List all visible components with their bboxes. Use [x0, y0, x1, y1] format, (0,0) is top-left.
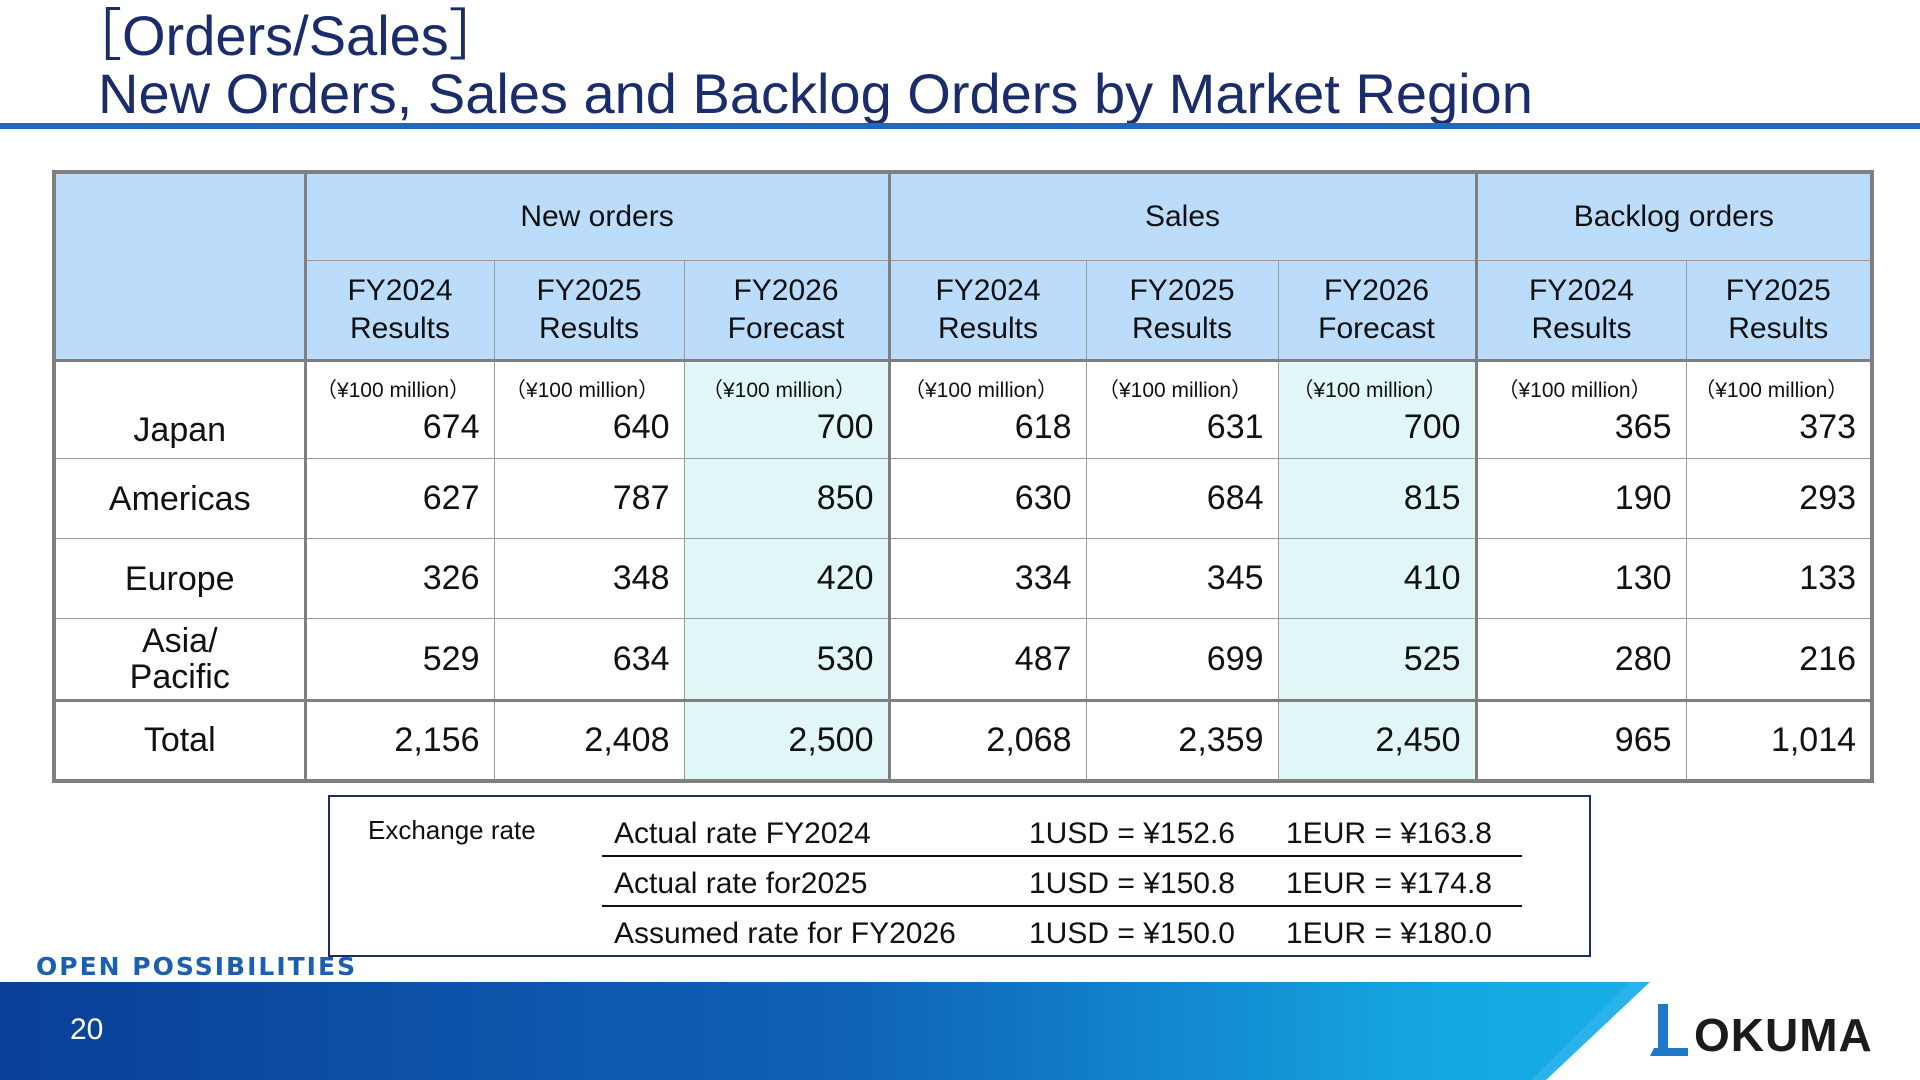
eur-rate: 1EUR = ¥174.8: [1286, 867, 1492, 900]
subheader: FY2025 Results: [493, 260, 685, 361]
table-cell: 293: [1685, 458, 1875, 539]
rate-name: Actual rate FY2024: [614, 817, 871, 850]
subheader: FY2026 Forecast: [1277, 260, 1477, 361]
title-divider: [0, 123, 1920, 129]
unit-label: （¥100 million）: [315, 378, 471, 402]
table-cell: 627: [303, 458, 495, 539]
footer-white-cutout: [1532, 982, 1920, 1080]
group-header-sales: Sales: [887, 170, 1477, 261]
table-cell: 2,068: [887, 699, 1087, 783]
table-cell: 2,359: [1085, 699, 1279, 783]
table-cell: 815: [1277, 458, 1477, 539]
table-row: Americas 627 787 850 630 684 815 190 293: [52, 458, 1875, 539]
usd-rate: 1USD = ¥150.8: [1029, 867, 1235, 900]
table-cell: 630: [887, 458, 1087, 539]
corner-header: [52, 170, 306, 361]
region-label: Americas: [52, 458, 306, 539]
table-cell: 420: [683, 538, 890, 619]
table-cell: 684: [1085, 458, 1279, 539]
table-cell: 348: [493, 538, 685, 619]
table-cell: 2,500: [683, 699, 890, 783]
table-cell: （¥100 million） 700: [1277, 359, 1477, 459]
exchange-rate-row: Actual rate FY2024 1USD = ¥152.6 1EUR = …: [602, 811, 1522, 857]
rate-name: Assumed rate for FY2026: [614, 917, 956, 950]
table-cell: （¥100 million） 640: [493, 359, 685, 459]
rate-name: Actual rate for2025: [614, 867, 868, 900]
exchange-rate-label: Exchange rate: [368, 815, 536, 845]
table-cell: 487: [887, 618, 1087, 701]
slide-title-section: ［Orders/Sales］: [66, 4, 505, 67]
table-cell: 529: [303, 618, 495, 701]
unit-label: （¥100 million）: [1097, 378, 1253, 402]
exchange-rate-row: Assumed rate for FY2026 1USD = ¥150.0 1E…: [602, 911, 1522, 955]
table-cell: （¥100 million） 618: [887, 359, 1087, 459]
unit-label: （¥100 million）: [1694, 378, 1849, 402]
table-cell: 699: [1085, 618, 1279, 701]
table-cell: 965: [1474, 699, 1687, 783]
table-cell: 334: [887, 538, 1087, 619]
usd-rate: 1USD = ¥152.6: [1029, 817, 1235, 850]
table-cell: （¥100 million） 373: [1685, 359, 1875, 459]
logo-text: OKUMA: [1694, 1009, 1873, 1061]
unit-label: （¥100 million）: [903, 378, 1059, 402]
slide-title: New Orders, Sales and Backlog Orders by …: [98, 62, 1533, 125]
orders-sales-table: New orders Sales Backlog orders FY2024 Re…: [52, 170, 1875, 783]
table-cell: 525: [1277, 618, 1477, 701]
table-row-total: Total 2,156 2,408 2,500 2,068 2,359 2,45…: [52, 699, 1875, 783]
table-cell: 326: [303, 538, 495, 619]
region-label: Japan: [52, 359, 306, 459]
table-cell: 130: [1474, 538, 1687, 619]
table-row: Japan （¥100 million） 674 （¥100 million） 64…: [52, 359, 1875, 459]
subheader: FY2024 Results: [1474, 260, 1687, 361]
region-label: Total: [52, 699, 306, 783]
table-cell: 216: [1685, 618, 1875, 701]
usd-rate: 1USD = ¥150.0: [1029, 917, 1235, 950]
exchange-rate-row: Actual rate for2025 1USD = ¥150.8 1EUR =…: [602, 861, 1522, 907]
table-cell: 2,156: [303, 699, 495, 783]
subheader: FY2026 Forecast: [683, 260, 890, 361]
unit-label: （¥100 million）: [701, 378, 857, 402]
table-cell: 2,408: [493, 699, 685, 783]
region-label: Asia/Pacific: [52, 618, 306, 701]
footer-band: [0, 982, 1920, 1080]
table-cell: 410: [1277, 538, 1477, 619]
unit-label: （¥100 million）: [504, 378, 660, 402]
unit-label: （¥100 million）: [1497, 378, 1652, 402]
subheader: FY2024 Results: [887, 260, 1087, 361]
table-cell: （¥100 million） 674: [303, 359, 495, 459]
table-cell: 280: [1474, 618, 1687, 701]
group-header-new-orders: New orders: [303, 170, 890, 261]
logo-mark-icon: [1650, 1004, 1688, 1056]
unit-label: （¥100 million）: [1292, 378, 1447, 402]
table-cell: 2,450: [1277, 699, 1477, 783]
page-number: 20: [70, 1013, 104, 1046]
eur-rate: 1EUR = ¥163.8: [1286, 817, 1492, 850]
subheader: FY2025 Results: [1085, 260, 1279, 361]
table-cell: 345: [1085, 538, 1279, 619]
table-cell: （¥100 million） 631: [1085, 359, 1279, 459]
table-cell: 787: [493, 458, 685, 539]
table-cell: （¥100 million） 700: [683, 359, 890, 459]
subheader: FY2025 Results: [1685, 260, 1875, 361]
table-cell: 1,014: [1685, 699, 1875, 783]
subheader: FY2024 Results: [303, 260, 495, 361]
region-label: Europe: [52, 538, 306, 619]
table-cell: 190: [1474, 458, 1687, 539]
table-cell: 133: [1685, 538, 1875, 619]
table-cell: 634: [493, 618, 685, 701]
table-row: Asia/Pacific 529 634 530 487 699 525 280…: [52, 618, 1875, 701]
group-header-backlog: Backlog orders: [1474, 170, 1875, 261]
exchange-rate-box: Exchange rate Actual rate FY2024 1USD = …: [328, 795, 1591, 957]
table-cell: （¥100 million） 365: [1474, 359, 1687, 459]
table-cell: 850: [683, 458, 890, 539]
table-cell: 530: [683, 618, 890, 701]
eur-rate: 1EUR = ¥180.0: [1286, 917, 1492, 950]
slogan: OPEN POSSIBILITIES: [36, 952, 358, 981]
table-row: Europe 326 348 420 334 345 410 130 133: [52, 538, 1875, 619]
okuma-logo: OKUMA: [1644, 1000, 1890, 1062]
